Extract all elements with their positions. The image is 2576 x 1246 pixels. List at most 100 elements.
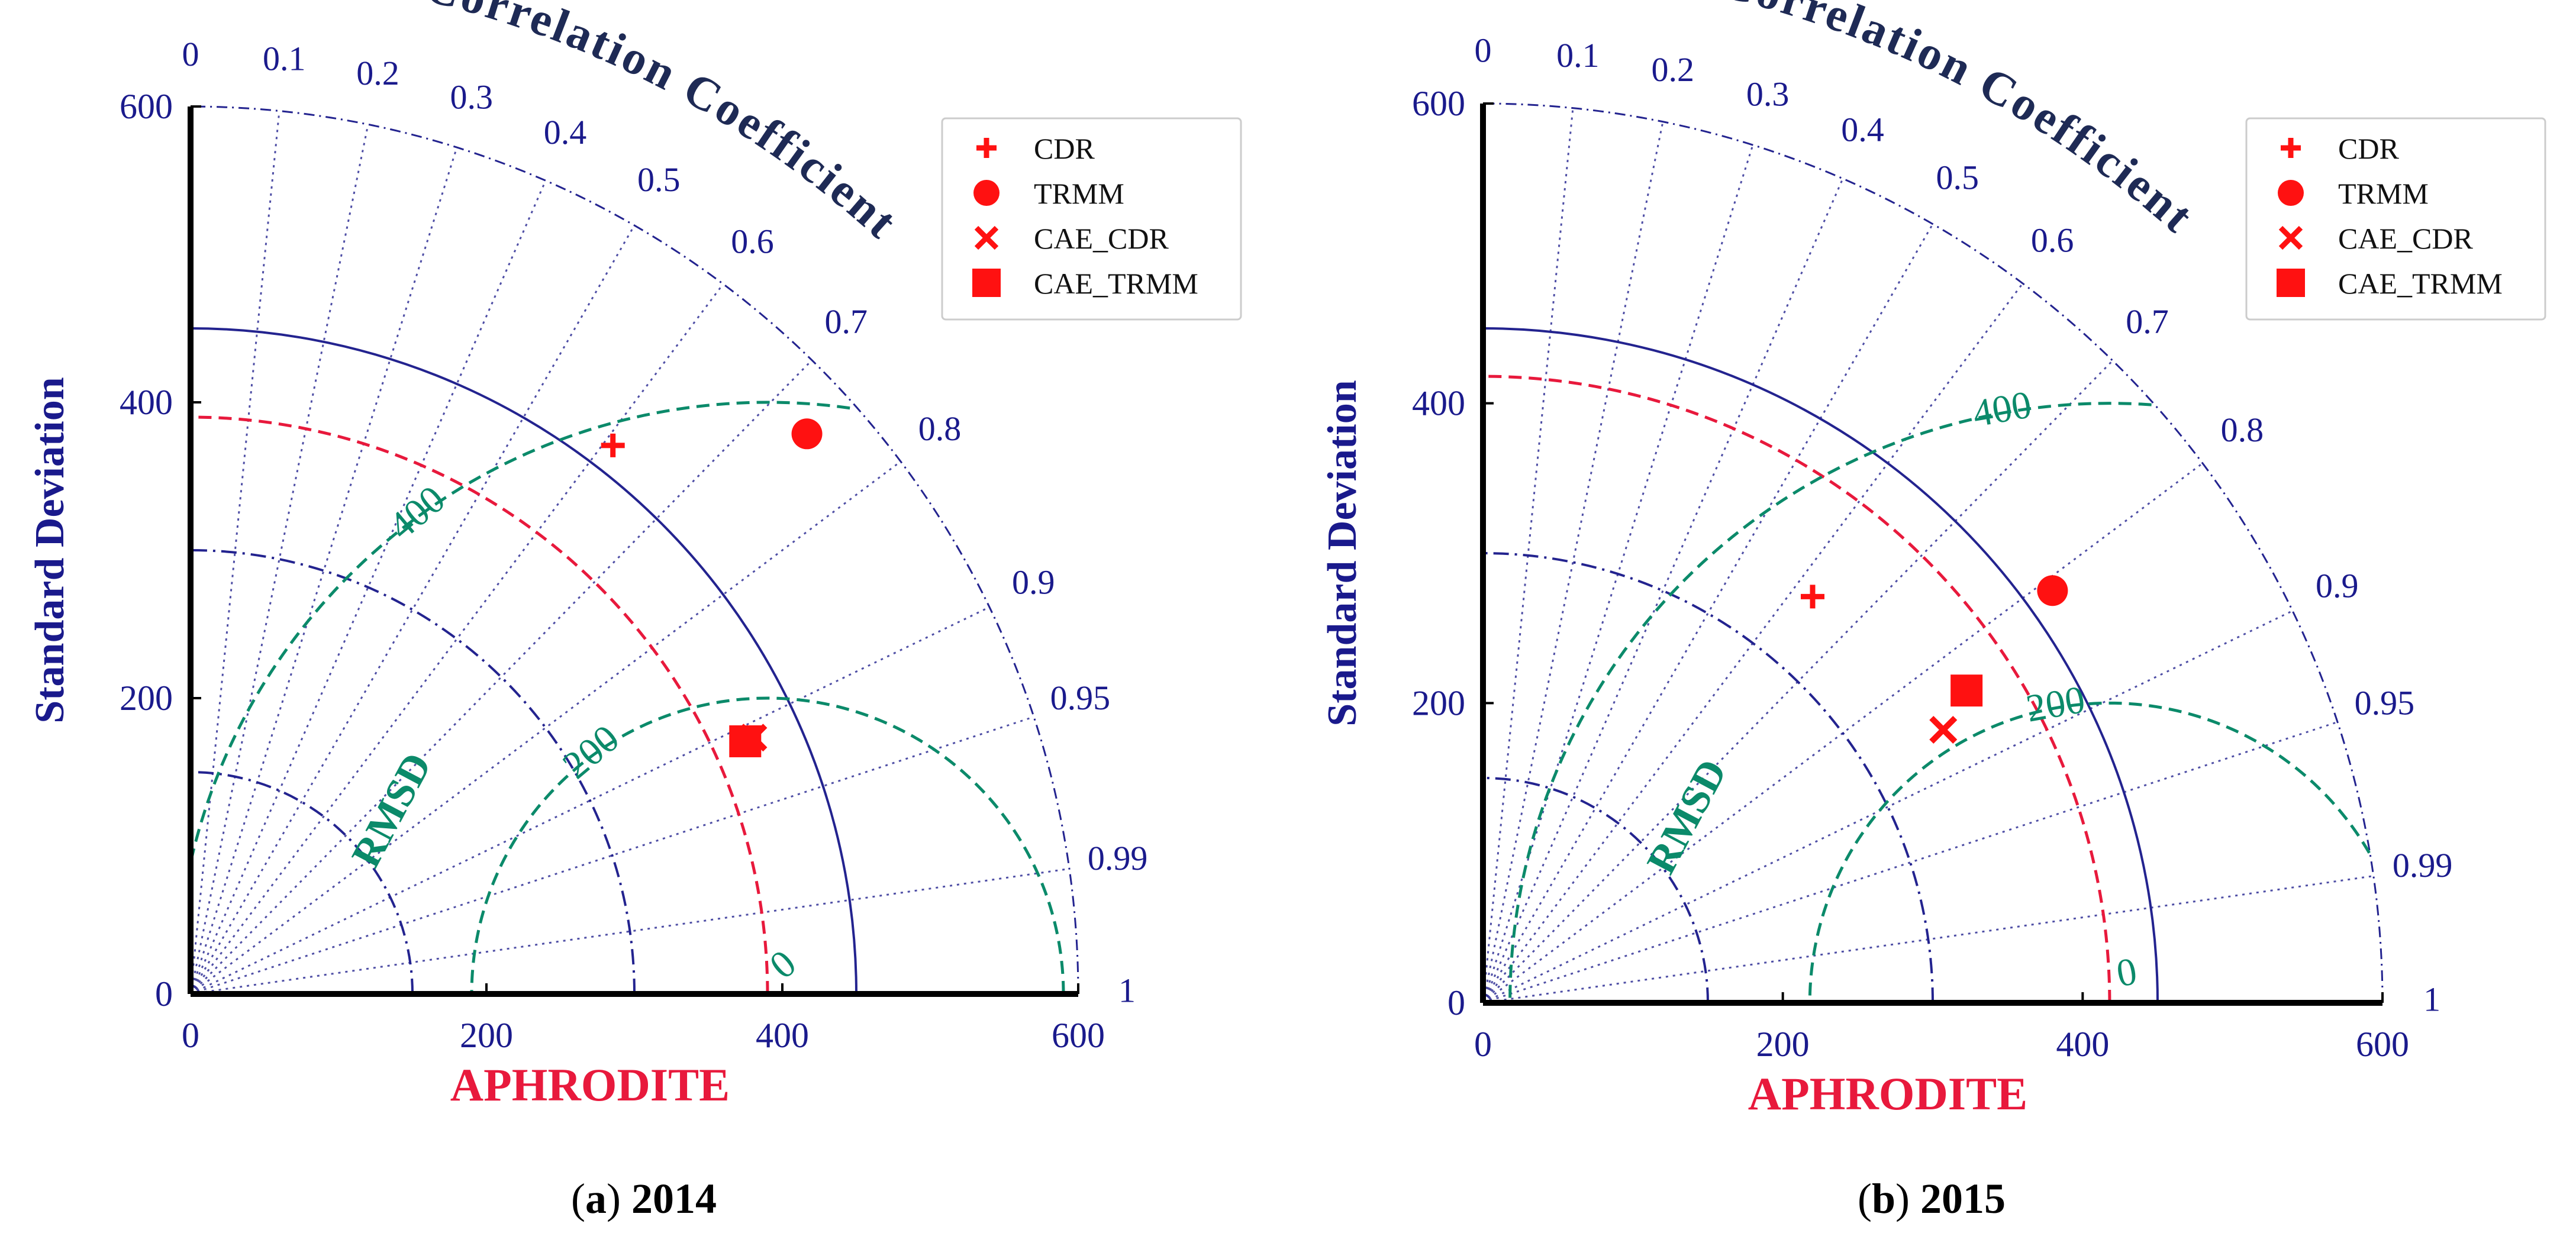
legend-marker-square [2277, 269, 2305, 297]
correlation-tick-label: 0.6 [731, 222, 774, 260]
rmsd-contour [1808, 701, 2371, 1003]
legend-label: TRMM [2338, 177, 2429, 210]
correlation-tick-label: 0.2 [356, 54, 399, 92]
correlation-tick-label: 0.95 [2355, 684, 2415, 722]
y-tick-label: 400 [1412, 384, 1465, 423]
rmsd-label: RMSD [1639, 752, 1736, 881]
outer-correlation-arc [190, 105, 1079, 995]
correlation-tick-label: 0.2 [1651, 50, 1694, 89]
legend-marker-square [972, 269, 1001, 297]
correlation-ray [190, 460, 901, 995]
correlation-tick-label: 0.8 [918, 409, 962, 448]
x-tick-label: 200 [1756, 1025, 1810, 1064]
point-cdr [601, 433, 625, 457]
correlation-tick-label: 0 [182, 35, 199, 73]
x-tick-label: 200 [460, 1016, 513, 1055]
x-tick-label: 600 [2356, 1025, 2409, 1064]
legend-marker-x [974, 225, 999, 250]
legend-label: CAE_CDR [2338, 222, 2473, 255]
legend-label: TRMM [1034, 177, 1124, 210]
correlation-tick-label: 0.9 [2316, 566, 2359, 605]
rmsd-contour [470, 696, 1065, 995]
correlation-arc-label-text: Correlation Coefficient [1716, 0, 2202, 244]
correlation-ray [1482, 223, 1934, 1003]
legend-marker-circle [973, 180, 1000, 206]
correlation-tick-label: 0.7 [825, 302, 868, 341]
x-axis-title: APHRODITE [1748, 1068, 2027, 1119]
point-cdr [1801, 585, 1825, 609]
correlation-arc-label-text: Correlation Coefficient [420, 0, 905, 250]
correlation-ray [189, 147, 458, 995]
taylor-diagram-2015: 0 0.1 0.2 0.3 0.4 0.5 0.6 0.7 0.8 0.9 0.95 0.99 1 0 20… [1320, 0, 2546, 1119]
correlation-ray [189, 283, 724, 995]
y-axis-title: Standard Deviation [1320, 380, 1365, 726]
x-axis-title: APHRODITE [450, 1059, 730, 1111]
correlation-tick-label: 0 [1475, 31, 1492, 70]
rmsd-contour-label: 400 [1969, 383, 2035, 435]
correlation-tick-label: 0.8 [2221, 411, 2264, 449]
caption-a: (a) 2014 [571, 1175, 717, 1222]
rmsd-label: RMSD [343, 745, 441, 874]
point-trmm [2037, 575, 2068, 606]
y-tick-label: 600 [1412, 84, 1465, 123]
std-arc-solid [1482, 327, 2159, 1003]
correlation-tick-label: 0.4 [544, 113, 587, 151]
caption-letter: a [585, 1175, 607, 1222]
correlation-tick-label: 0.5 [637, 160, 681, 199]
correlation-arc-label: Correlation Coefficient [420, 0, 908, 250]
std-arc-solid [190, 327, 857, 995]
x-tick-label: 0 [1474, 1025, 1492, 1064]
legend-label: CAE_TRMM [1034, 267, 1198, 300]
caption-year: 2015 [1920, 1175, 2006, 1222]
std-arc-dashdot [1482, 777, 1709, 1003]
legend-box [2245, 117, 2546, 321]
legend-label: CAE_TRMM [2338, 267, 2503, 300]
correlation-tick-label: 0.5 [1936, 159, 1979, 197]
std-arc-dashdot [190, 771, 414, 995]
correlation-tick-label: 0.7 [2126, 302, 2169, 341]
taylor-diagram-2014: 0 0.1 0.2 0.3 0.4 0.5 0.6 0.7 0.8 0.9 0.95 0.99 1 0 20… [27, 0, 1242, 1111]
y-tick-label: 200 [1412, 683, 1465, 722]
taylor-panel-b: 0 0.1 0.2 0.3 0.4 0.5 0.6 0.7 0.8 0.9 0.95 0.99 1 0 20… [1288, 0, 2575, 1246]
y-tick-label: 0 [1447, 983, 1465, 1022]
correlation-arc-label: Correlation Coefficient [1716, 0, 2204, 244]
y-tick-label: 200 [120, 679, 173, 718]
rmsd-contour [189, 401, 850, 861]
reference-std-arc [1482, 375, 2111, 1003]
x-tick-label: 600 [1052, 1016, 1105, 1055]
x-tick-label: 400 [756, 1016, 809, 1055]
correlation-tick-label: 0.6 [2031, 221, 2074, 259]
correlation-tick-label: 0.95 [1050, 679, 1111, 717]
correlation-tick-label: 0.3 [450, 78, 494, 117]
correlation-tick-label: 0.99 [1088, 839, 1148, 877]
rmsd-contour-label: 200 [2023, 678, 2088, 731]
y-tick-label: 0 [155, 974, 173, 1013]
correlation-ray [1482, 721, 2338, 1004]
correlation-ray [189, 180, 547, 995]
correlation-tick-label: 0.4 [1841, 111, 1884, 149]
reference-std-arc [190, 415, 769, 995]
legend-marker-circle [2278, 180, 2304, 206]
point-cae-cdr [1929, 715, 1958, 744]
std-arc-dashdot [190, 549, 636, 995]
correlation-ray [1482, 121, 1664, 1003]
correlation-ray [1482, 178, 1844, 1003]
point-cae-trmm [729, 725, 762, 757]
std-arc-dashdot [1482, 552, 1934, 1003]
correlation-tick-label: 1 [1118, 971, 1136, 1009]
legend-label: CAE_CDR [1034, 222, 1169, 255]
outer-correlation-arc [1482, 102, 2384, 1003]
point-cae-trmm [1950, 674, 1983, 707]
correlation-ray [1482, 610, 2293, 1004]
caption-letter: b [1871, 1175, 1896, 1222]
legend-marker-x [2278, 225, 2303, 250]
legend-label: CDR [2338, 132, 2399, 165]
correlation-tick-label: 0.99 [2393, 846, 2453, 885]
y-tick-label: 400 [120, 383, 173, 422]
correlation-ray [189, 111, 281, 995]
legend-box [941, 117, 1242, 321]
correlation-tick-label: 1 [2423, 980, 2440, 1018]
legend-marker-plus [2281, 138, 2301, 158]
correlation-tick-label: 0.9 [1012, 563, 1055, 602]
correlation-ray [189, 124, 369, 995]
